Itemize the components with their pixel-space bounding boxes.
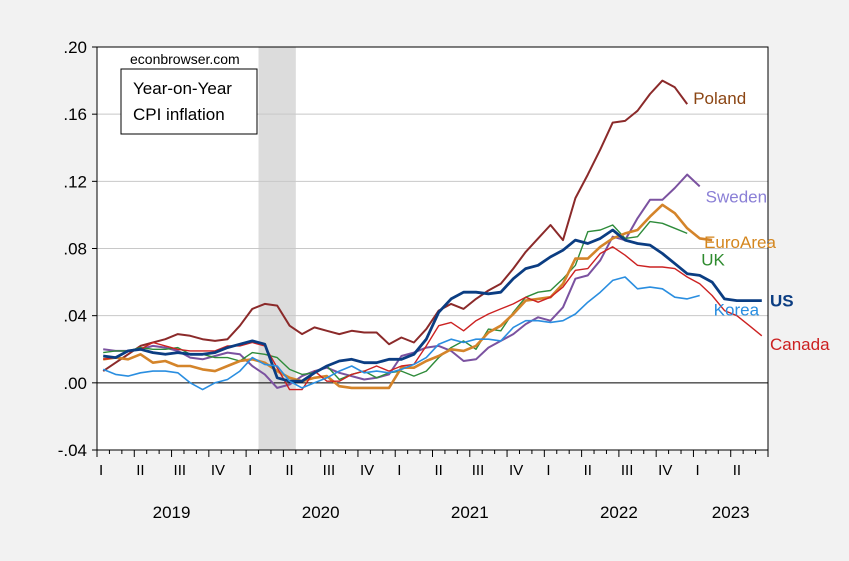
series-label-sweden: Sweden (706, 187, 767, 206)
x-quarter-label: I (397, 462, 401, 479)
y-tick-label: .16 (63, 105, 87, 124)
x-quarter-label: I (546, 462, 550, 479)
x-year-label: 2023 (712, 503, 750, 522)
series-line-sweden (103, 173, 701, 389)
x-quarter-label: I (695, 462, 699, 479)
x-quarter-label: IV (509, 462, 523, 479)
legend-box (120, 68, 258, 135)
y-tick-label: .00 (63, 374, 87, 393)
x-quarter-label: II (733, 462, 741, 479)
series-line-canada (103, 246, 763, 391)
x-quarter-label: II (136, 462, 144, 479)
x-quarter-label: IV (360, 462, 374, 479)
x-quarter-label: III (323, 462, 336, 479)
x-quarter-label: II (285, 462, 293, 479)
x-quarter-label: I (248, 462, 252, 479)
x-quarter-label: II (435, 462, 443, 479)
series-label-us: US (770, 292, 794, 311)
series-line-us (103, 228, 762, 383)
x-year-label: 2022 (600, 503, 638, 522)
series-label-uk: UK (701, 250, 725, 269)
x-quarter-label: IV (211, 462, 225, 479)
legend-box-line2: CPI inflation (133, 105, 225, 124)
x-quarter-label: III (472, 462, 485, 479)
series-label-canada: Canada (770, 335, 830, 354)
y-tick-label: .12 (63, 172, 87, 191)
x-quarter-label: III (621, 462, 634, 479)
x-year-label: 2019 (153, 503, 191, 522)
series-line-korea (102, 276, 700, 391)
series-lines (102, 79, 763, 391)
x-quarter-label: I (99, 462, 103, 479)
series-label-korea: Korea (714, 301, 760, 320)
y-tick-label: .04 (63, 307, 87, 326)
x-year-label: 2020 (302, 503, 340, 522)
legend-box-line1: Year-on-Year (133, 79, 232, 98)
series-label-euroarea: EuroArea (704, 233, 776, 252)
series-line-poland (102, 79, 689, 372)
x-quarter-label: IV (658, 462, 672, 479)
series-label-poland: Poland (693, 89, 746, 108)
x-year-label: 2021 (451, 503, 489, 522)
source-label: econbrowser.com (130, 51, 240, 67)
x-quarter-label: III (174, 462, 187, 479)
y-tick-label: -.04 (58, 441, 87, 460)
x-quarter-label: II (584, 462, 592, 479)
y-axis: .20 .16 .12 .08 .04 .00 -.04 (58, 38, 97, 460)
y-tick-label: .08 (63, 240, 87, 259)
y-tick-label: .20 (63, 38, 87, 57)
